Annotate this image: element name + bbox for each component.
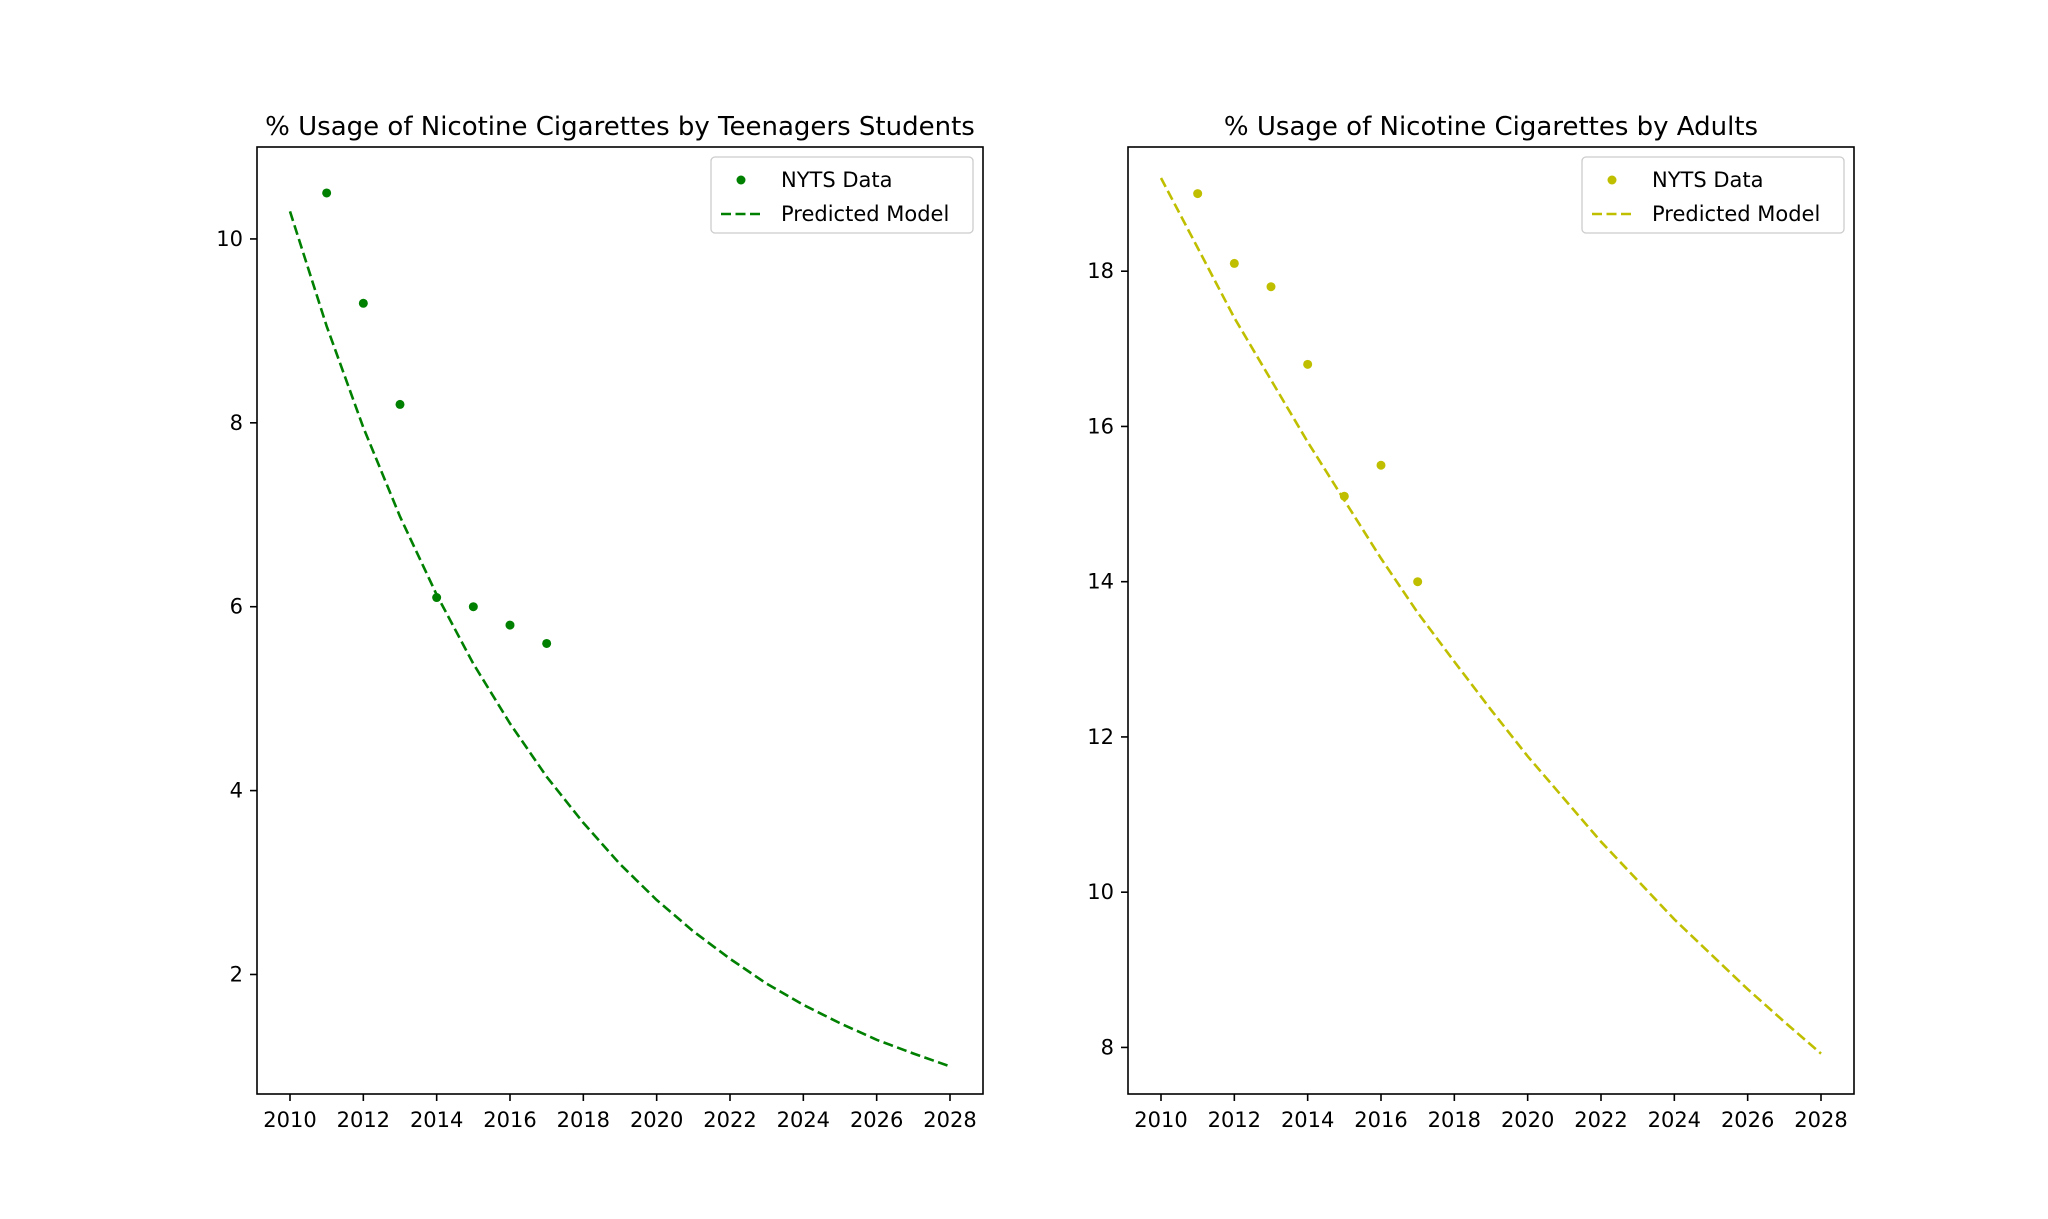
- x-tick-label: 2026: [1721, 1108, 1774, 1132]
- x-tick-label: 2022: [703, 1108, 756, 1132]
- data-point-nyts: [542, 638, 552, 648]
- legend: NYTS Data Predicted Model: [710, 156, 974, 234]
- data-point-nyts: [322, 188, 332, 198]
- data-point-nyts: [1229, 258, 1239, 268]
- legend-label: NYTS Data: [1652, 168, 1764, 192]
- x-tick-label: 2020: [1501, 1108, 1554, 1132]
- x-tick-label: 2012: [337, 1108, 390, 1132]
- x-tick-label: 2010: [1134, 1108, 1187, 1132]
- legend: NYTS Data Predicted Model: [1581, 156, 1845, 234]
- axes-frame: [256, 146, 984, 1095]
- y-tick-label: 10: [216, 227, 243, 251]
- series-line-predicted-model: [288, 211, 951, 1068]
- y-tick-label: 18: [1087, 259, 1114, 283]
- data-point-nyts: [395, 399, 405, 409]
- legend-label: Predicted Model: [781, 202, 949, 226]
- x-tick-label: 2024: [777, 1108, 830, 1132]
- x-tick-label: 2014: [410, 1108, 463, 1132]
- x-tick-label: 2012: [1208, 1108, 1261, 1132]
- chart-title: % Usage of Nicotine Cigarettes by Adults: [1224, 112, 1758, 142]
- x-tick-label: 2016: [1354, 1108, 1407, 1132]
- series-line-predicted-model: [1159, 177, 1822, 1055]
- data-point-nyts: [358, 298, 368, 308]
- y-tick-label: 12: [1087, 725, 1114, 749]
- data-point-nyts: [1413, 577, 1423, 587]
- chart-teenagers: % Usage of Nicotine Cigarettes by Teenag…: [216, 112, 984, 1132]
- y-tick-label: 16: [1087, 414, 1114, 438]
- x-tick-label: 2018: [557, 1108, 610, 1132]
- data-point-nyts: [1303, 359, 1313, 369]
- chart-title: % Usage of Nicotine Cigarettes by Teenag…: [265, 112, 975, 142]
- x-tick-label: 2026: [850, 1108, 903, 1132]
- x-tick-label: 2010: [263, 1108, 316, 1132]
- y-tick-label: 10: [1087, 880, 1114, 904]
- data-point-nyts: [1193, 189, 1203, 199]
- legend-swatch-point: [1607, 175, 1617, 185]
- x-tick-label: 2018: [1428, 1108, 1481, 1132]
- x-tick-label: 2020: [630, 1108, 683, 1132]
- x-tick-label: 2016: [483, 1108, 536, 1132]
- legend-label: NYTS Data: [781, 168, 893, 192]
- data-point-nyts: [468, 602, 478, 612]
- data-point-nyts: [1266, 282, 1276, 292]
- y-tick-label: 6: [230, 595, 243, 619]
- legend-box: [1581, 156, 1845, 234]
- y-tick-label: 8: [230, 411, 243, 435]
- data-point-nyts: [1376, 460, 1386, 470]
- y-tick-label: 14: [1087, 570, 1114, 594]
- x-tick-label: 2022: [1574, 1108, 1627, 1132]
- x-tick-label: 2024: [1648, 1108, 1701, 1132]
- y-tick-label: 8: [1101, 1035, 1114, 1059]
- x-tick-label: 2028: [1794, 1108, 1847, 1132]
- y-tick-label: 4: [230, 779, 243, 803]
- legend-swatch-point: [736, 175, 746, 185]
- legend-box: [710, 156, 974, 234]
- data-point-nyts: [505, 620, 515, 630]
- x-tick-label: 2014: [1281, 1108, 1334, 1132]
- legend-label: Predicted Model: [1652, 202, 1820, 226]
- y-tick-label: 2: [230, 962, 243, 986]
- axes-frame: [1127, 146, 1855, 1095]
- x-tick-label: 2028: [923, 1108, 976, 1132]
- chart-adults: % Usage of Nicotine Cigarettes by Adults…: [1087, 112, 1855, 1132]
- data-point-nyts: [432, 593, 442, 603]
